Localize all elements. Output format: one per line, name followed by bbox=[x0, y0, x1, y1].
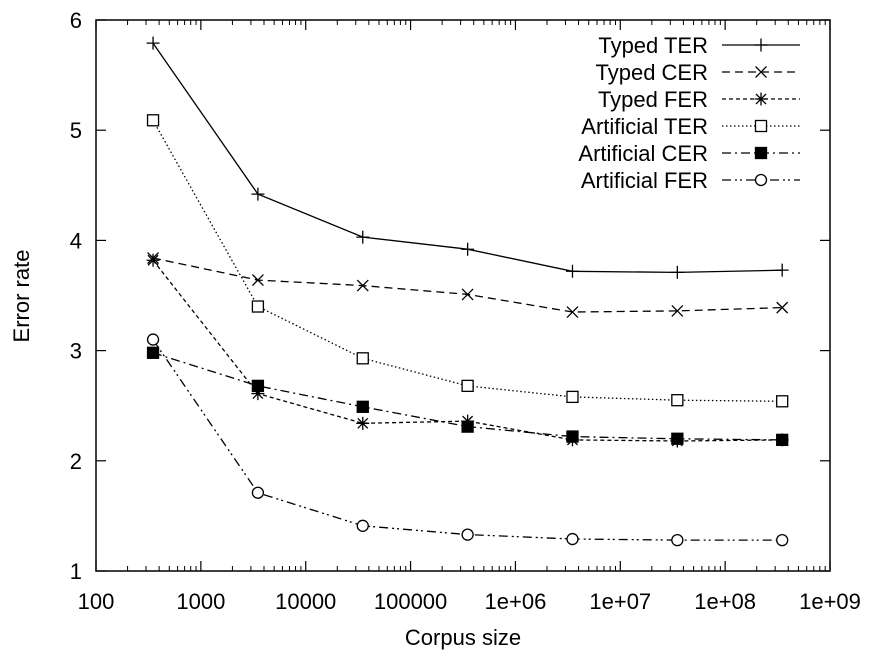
x-tick-label: 1000 bbox=[176, 589, 225, 614]
legend-label-typed-cer: Typed CER bbox=[596, 60, 709, 85]
legend-label-typed-ter: Typed TER bbox=[598, 33, 708, 58]
legend-label-artificial-ter: Artificial TER bbox=[581, 114, 708, 139]
data-point-artificial-cer bbox=[776, 433, 789, 447]
plot-frame bbox=[95, 19, 831, 572]
data-point-artificial-ter bbox=[356, 352, 369, 365]
data-point-typed-ter bbox=[461, 242, 475, 256]
data-point-typed-ter bbox=[251, 187, 265, 201]
data-point-artificial-fer bbox=[566, 532, 579, 546]
data-point-typed-fer bbox=[146, 253, 160, 267]
legend-marker-artificial-cer bbox=[754, 146, 768, 160]
legend-marker-artificial-ter bbox=[754, 119, 768, 133]
data-point-typed-fer bbox=[356, 416, 370, 430]
data-point-artificial-ter bbox=[461, 379, 474, 393]
data-point-artificial-ter bbox=[146, 114, 160, 127]
data-point-artificial-fer bbox=[461, 528, 474, 541]
data-point-artificial-fer bbox=[776, 533, 789, 547]
legend-marker-typed-fer bbox=[754, 92, 768, 106]
legend-marker-typed-ter bbox=[754, 38, 768, 52]
y-tick-label: 5 bbox=[70, 118, 82, 143]
data-point-artificial-cer bbox=[356, 400, 369, 413]
data-point-typed-cer bbox=[776, 301, 789, 314]
data-point-artificial-fer bbox=[356, 519, 369, 532]
x-tick-label: 1e+08 bbox=[694, 589, 756, 614]
data-point-typed-ter bbox=[775, 263, 789, 277]
data-point-typed-fer bbox=[251, 387, 265, 401]
data-point-typed-cer bbox=[671, 304, 684, 317]
data-point-typed-ter bbox=[356, 230, 370, 244]
legend-marker-artificial-fer bbox=[754, 173, 768, 187]
x-axis-title: Corpus size bbox=[405, 625, 521, 650]
y-tick-label: 6 bbox=[70, 8, 82, 33]
data-point-artificial-fer bbox=[146, 333, 160, 346]
data-point-artificial-ter bbox=[776, 395, 789, 408]
x-tick-label: 100 bbox=[78, 589, 115, 614]
series-line-artificial-fer bbox=[152, 339, 783, 541]
data-point-artificial-cer bbox=[671, 432, 684, 445]
legend-label-typed-fer: Typed FER bbox=[598, 87, 708, 112]
data-point-artificial-cer bbox=[251, 379, 265, 393]
y-tick-label: 3 bbox=[70, 339, 82, 364]
x-tick-label: 100000 bbox=[374, 589, 447, 614]
data-point-artificial-ter bbox=[251, 300, 265, 313]
data-point-typed-ter bbox=[146, 36, 160, 50]
data-point-typed-cer bbox=[251, 274, 264, 287]
x-tick-label: 1e+09 bbox=[799, 589, 861, 614]
data-point-artificial-cer bbox=[461, 420, 474, 433]
data-point-artificial-cer bbox=[566, 430, 579, 443]
data-point-artificial-cer bbox=[146, 346, 160, 359]
data-point-typed-cer bbox=[566, 306, 579, 318]
y-tick-label: 2 bbox=[70, 449, 82, 474]
legend-label-artificial-fer: Artificial FER bbox=[581, 168, 708, 193]
y-tick-label: 1 bbox=[70, 559, 82, 584]
data-point-typed-cer bbox=[461, 288, 474, 301]
data-point-artificial-ter bbox=[566, 390, 579, 404]
series-line-typed-cer bbox=[152, 257, 783, 313]
legend-marker-typed-cer bbox=[755, 66, 767, 78]
data-point-artificial-ter bbox=[671, 394, 684, 407]
x-tick-label: 1e+07 bbox=[589, 589, 651, 614]
data-point-artificial-fer bbox=[671, 533, 684, 547]
legend-label-artificial-cer: Artificial CER bbox=[578, 141, 708, 166]
y-axis-title: Error rate bbox=[9, 250, 34, 343]
x-tick-label: 1e+06 bbox=[485, 589, 547, 614]
data-point-typed-cer bbox=[356, 279, 369, 292]
data-point-typed-ter bbox=[565, 264, 579, 278]
y-tick-label: 4 bbox=[70, 228, 82, 253]
data-point-typed-ter bbox=[670, 265, 684, 279]
data-point-artificial-fer bbox=[251, 486, 265, 499]
x-tick-label: 10000 bbox=[275, 589, 336, 614]
series-line-typed-fer bbox=[152, 259, 783, 442]
